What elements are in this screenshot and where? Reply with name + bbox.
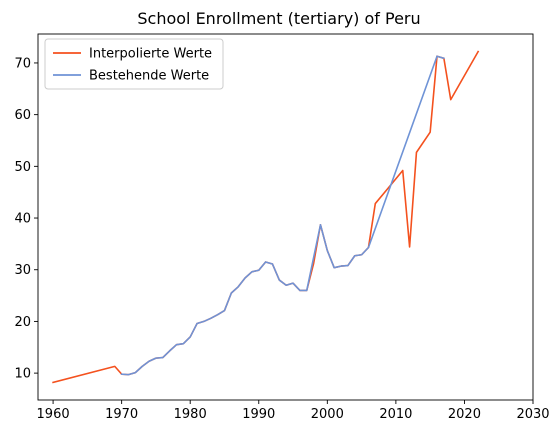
- x-tick-label: 2010: [379, 407, 412, 422]
- x-tick-label: 2030: [516, 407, 549, 422]
- x-tick-label: 2000: [311, 407, 344, 422]
- y-tick-label: 70: [14, 56, 31, 71]
- y-tick-label: 30: [14, 263, 31, 278]
- series-line-interpolated: [53, 52, 478, 383]
- y-tick-label: 50: [14, 160, 31, 175]
- x-tick-label: 1960: [37, 407, 70, 422]
- legend: Interpolierte Werte Bestehende Werte: [45, 39, 223, 89]
- legend-label: Interpolierte Werte: [89, 47, 212, 62]
- y-tick-label: 40: [14, 212, 31, 227]
- series-line-existing: [122, 56, 444, 374]
- chart-title: School Enrollment (tertiary) of Peru: [137, 9, 420, 28]
- plot-area: 1960 1970 1980 1990 2000 2010 2020 203010203040…: [14, 34, 549, 422]
- x-tick-label: 1970: [105, 407, 138, 422]
- x-tick-label: 2020: [448, 407, 481, 422]
- y-tick-label: 20: [14, 315, 31, 330]
- legend-label: Bestehende Werte: [89, 69, 209, 84]
- y-tick-label: 60: [14, 108, 31, 123]
- x-tick-label: 1990: [242, 407, 275, 422]
- x-tick-label: 1980: [174, 407, 207, 422]
- y-tick-label: 10: [14, 367, 31, 382]
